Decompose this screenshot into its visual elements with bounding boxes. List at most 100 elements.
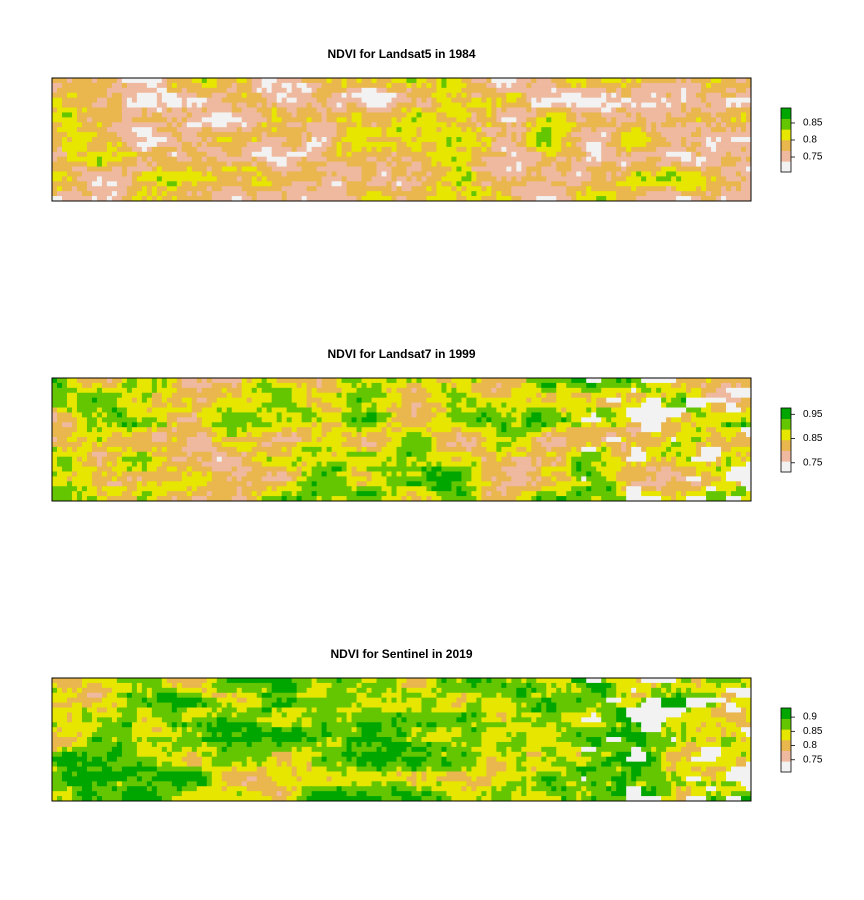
- raster-cell: [646, 156, 652, 163]
- raster-cell: [52, 107, 58, 113]
- raster-cell: [306, 402, 313, 408]
- raster-cell: [551, 387, 557, 394]
- raster-cell: [571, 176, 577, 182]
- raster-cell: [591, 392, 597, 399]
- raster-cell: [491, 417, 497, 423]
- raster-cell: [76, 117, 83, 123]
- raster-cell: [171, 146, 178, 153]
- raster-cell: [476, 82, 482, 89]
- raster-cell: [681, 166, 687, 172]
- raster-cell: [476, 378, 482, 384]
- raster-cell: [211, 112, 218, 118]
- raster-cell: [466, 132, 472, 138]
- raster-cell: [541, 407, 547, 413]
- raster-cell: [391, 407, 397, 413]
- raster-cell: [386, 402, 392, 408]
- raster-cell: [336, 137, 342, 143]
- raster-cell: [481, 132, 487, 138]
- raster-cell: [491, 97, 497, 103]
- raster-cell: [301, 382, 308, 389]
- raster-cell: [461, 387, 467, 394]
- raster-cell: [281, 412, 288, 418]
- raster-cell: [196, 97, 203, 103]
- raster-cell: [586, 122, 592, 128]
- raster-cell: [206, 107, 213, 113]
- raster-cell: [721, 387, 727, 394]
- raster-cell: [736, 382, 742, 389]
- raster-cell: [116, 161, 123, 167]
- raster-cell: [666, 392, 672, 399]
- raster-cell: [186, 141, 193, 148]
- raster-cell: [186, 112, 193, 118]
- raster-cell: [681, 397, 687, 403]
- raster-cell: [421, 382, 427, 389]
- raster-cell: [396, 427, 402, 433]
- raster-cell: [241, 181, 248, 187]
- raster-cell: [146, 156, 153, 163]
- raster-cell: [436, 78, 442, 84]
- raster-cell: [391, 402, 397, 408]
- raster-cell: [441, 176, 447, 182]
- raster-cell: [321, 141, 328, 148]
- raster-cell: [121, 132, 128, 138]
- raster-cell: [591, 151, 597, 158]
- raster-cell: [176, 191, 183, 197]
- raster-cell: [511, 92, 517, 99]
- raster-cell: [611, 117, 617, 123]
- raster-cell: [516, 422, 522, 428]
- raster-cell: [736, 92, 742, 99]
- raster-cell: [336, 176, 342, 182]
- raster-cell: [681, 191, 687, 197]
- raster-cell: [561, 402, 567, 408]
- raster-cell: [731, 417, 737, 423]
- raster-cell: [471, 186, 477, 192]
- raster-cell: [621, 151, 627, 158]
- raster-cell: [676, 87, 682, 94]
- raster-cell: [231, 92, 238, 99]
- raster-cell: [506, 97, 512, 103]
- raster-cell: [611, 171, 617, 177]
- raster-cell: [156, 132, 163, 138]
- raster-cell: [546, 196, 552, 202]
- raster-cell: [241, 78, 248, 84]
- raster-cell: [101, 117, 108, 123]
- raster-cell: [421, 171, 427, 177]
- raster-cell: [636, 392, 642, 399]
- raster-cell: [131, 146, 138, 153]
- raster-cell: [531, 407, 537, 413]
- raster-cell: [476, 402, 482, 408]
- raster-cell: [381, 127, 387, 133]
- raster-cell: [371, 78, 377, 84]
- raster-cell: [96, 378, 103, 384]
- raster-cell: [581, 407, 587, 413]
- raster-cell: [701, 151, 707, 158]
- raster-cell: [91, 382, 98, 389]
- raster-cell: [611, 181, 617, 187]
- raster-cell: [316, 78, 323, 84]
- raster-cell: [441, 156, 447, 163]
- raster-cell: [336, 161, 342, 167]
- raster-cell: [611, 156, 617, 163]
- raster-cell: [81, 141, 88, 148]
- raster-cell: [531, 382, 537, 389]
- raster-cell: [411, 186, 417, 192]
- raster-cell: [256, 156, 263, 163]
- raster-cell: [196, 412, 203, 418]
- raster-cell: [641, 127, 647, 133]
- raster-cell: [441, 378, 447, 384]
- raster-cell: [396, 171, 402, 177]
- raster-cell: [561, 161, 567, 167]
- raster-cell: [66, 161, 73, 167]
- raster-cell: [141, 137, 148, 143]
- raster-cell: [611, 97, 617, 103]
- raster-cell: [456, 402, 462, 408]
- raster-cell: [456, 171, 462, 177]
- raster-cell: [731, 87, 737, 94]
- raster-cell: [601, 146, 607, 153]
- raster-cell: [261, 78, 268, 84]
- raster-cell: [246, 112, 253, 118]
- raster-cell: [266, 412, 273, 418]
- raster-cell: [171, 407, 178, 413]
- raster-cell: [206, 186, 213, 192]
- raster-cell: [216, 392, 223, 399]
